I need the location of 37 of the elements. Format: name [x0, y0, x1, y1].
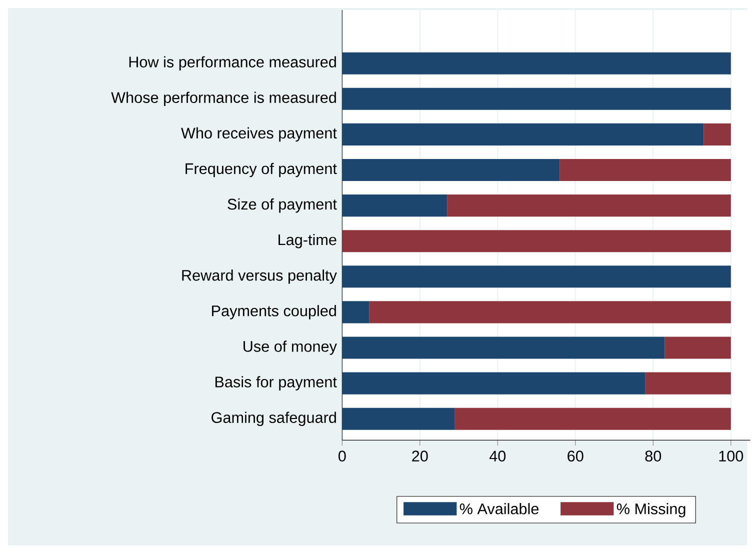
bar: [342, 230, 731, 252]
x-tick-label: 100: [719, 450, 744, 462]
y-tick-label: Lag-time: [278, 234, 336, 248]
bar: [342, 124, 704, 146]
bar: [342, 194, 448, 217]
bar: [369, 301, 731, 324]
y-tick-label: Payments coupled: [212, 305, 336, 320]
bar: [447, 194, 731, 217]
bar: [664, 336, 731, 359]
bar: [454, 408, 731, 430]
y-tick-label: Gaming safeguard: [212, 412, 336, 426]
y-tick-label: Reward versus penalty: [182, 270, 337, 284]
bar: [342, 336, 665, 359]
x-tick-label: 40: [489, 450, 506, 462]
bar: [342, 301, 370, 324]
bar: [342, 52, 731, 75]
x-tick-label: 20: [412, 450, 428, 462]
y-tick-label: Basis for payment: [215, 376, 337, 391]
legend-label: % Available: [460, 503, 539, 515]
x-tick-label: 80: [645, 450, 662, 462]
legend-label: % Missing: [616, 503, 686, 518]
bar: [704, 124, 731, 146]
bar: [342, 408, 455, 430]
y-tick-label: Use of money: [244, 340, 337, 356]
bar: [342, 159, 560, 182]
y-tick-label: How is performance measured: [129, 56, 336, 71]
bar: [342, 266, 731, 288]
bar: [342, 372, 646, 395]
y-tick-label: Whose performance is measured: [111, 92, 336, 106]
x-tick-label: 60: [568, 450, 584, 462]
x-tick-label: 0: [338, 450, 346, 462]
y-tick-label: Who receives payment: [181, 128, 337, 142]
bar: [645, 372, 731, 395]
bar: [560, 159, 731, 182]
y-tick-label: Size of payment: [228, 198, 337, 213]
bar: [342, 88, 731, 110]
y-tick-label: Frequency of payment: [186, 163, 337, 178]
